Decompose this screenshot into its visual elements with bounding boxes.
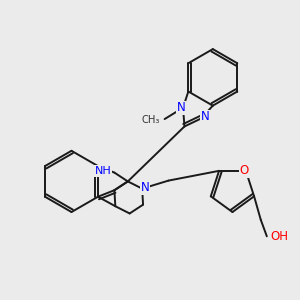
Text: OH: OH (270, 230, 288, 243)
Text: NH: NH (94, 166, 111, 176)
Text: N: N (177, 101, 186, 114)
Text: O: O (239, 164, 248, 177)
Text: N: N (201, 110, 210, 123)
Text: CH₃: CH₃ (142, 115, 160, 125)
Text: N: N (141, 182, 150, 194)
